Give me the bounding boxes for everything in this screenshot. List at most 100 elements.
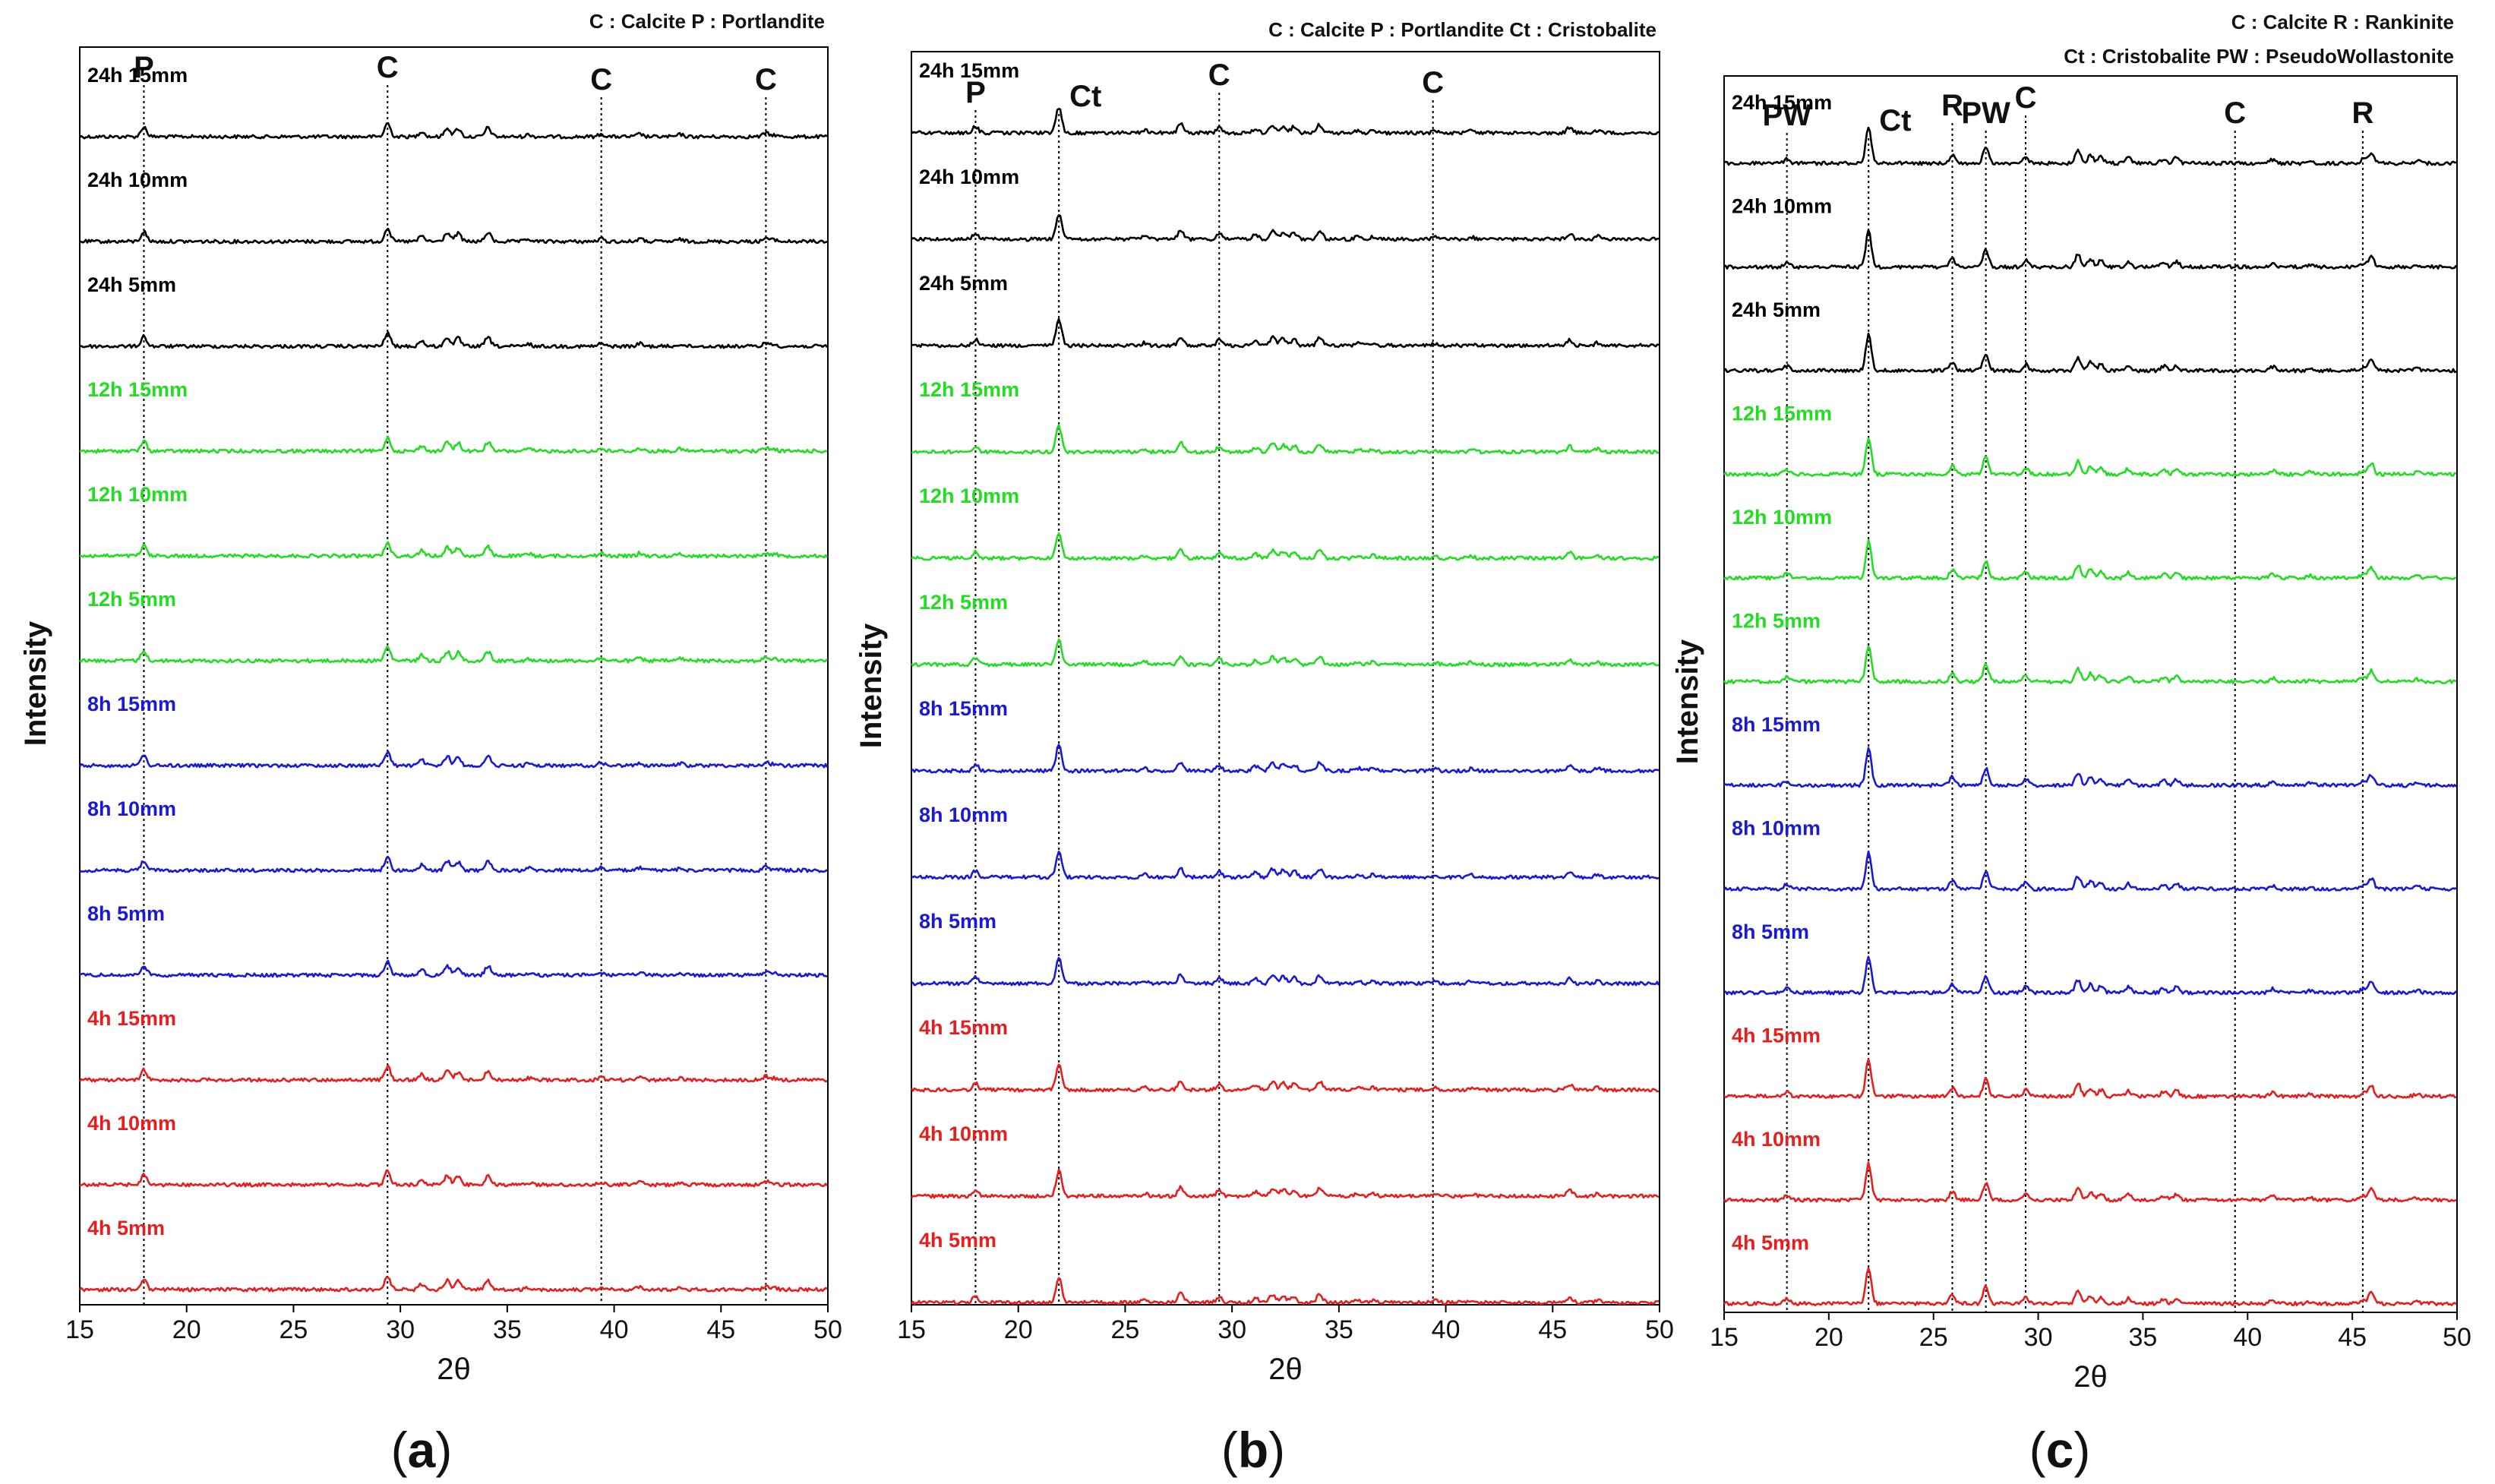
- xrd-pattern-line: [911, 108, 1660, 136]
- series-label: 8h 15mm: [87, 693, 176, 715]
- y-axis-label: Intensity: [1671, 639, 1704, 764]
- x-tick-label: 15: [897, 1315, 926, 1344]
- series-label: 12h 15mm: [919, 378, 1019, 401]
- plot-frame: [1723, 75, 2458, 1313]
- series-label: 24h 5mm: [87, 273, 176, 296]
- x-tick-label: 30: [2024, 1323, 2053, 1352]
- peak-label: C: [590, 63, 612, 96]
- xrd-pattern-line: [911, 638, 1660, 668]
- peak-label: PW: [1961, 96, 2010, 130]
- y-axis-label: Intensity: [19, 620, 52, 746]
- series-label: 12h 10mm: [1732, 506, 1832, 529]
- series-label: 4h 15mm: [87, 1007, 176, 1030]
- caption-close-paren: ): [2073, 1422, 2090, 1478]
- caption-open-paren: (: [2029, 1422, 2046, 1478]
- peak-label: C: [1422, 66, 1444, 99]
- xrd-pattern-line: [79, 1169, 829, 1188]
- peak-label: R: [2351, 96, 2373, 130]
- x-tick-label: 35: [2129, 1323, 2158, 1352]
- series-label: 4h 10mm: [919, 1122, 1008, 1145]
- x-tick-label: 50: [2443, 1323, 2471, 1352]
- series-label: 24h 5mm: [1732, 298, 1821, 321]
- xrd-pattern-line: [911, 744, 1660, 774]
- series-label: 24h 10mm: [1732, 195, 1832, 218]
- x-tick-label: 15: [65, 1315, 94, 1344]
- xrd-pattern-line: [78, 1276, 828, 1293]
- xrd-pattern-line: [79, 959, 828, 978]
- x-tick-label: 30: [386, 1315, 415, 1344]
- xrd-pattern-line: [1723, 646, 2457, 684]
- caption-close-paren: ): [1268, 1422, 1285, 1478]
- series-label: 8h 10mm: [919, 804, 1008, 826]
- xrd-pattern-line: [1723, 850, 2457, 892]
- peak-label: C: [755, 63, 777, 96]
- series-label: 8h 5mm: [1732, 920, 1809, 943]
- peak-label: P: [965, 76, 986, 109]
- panel-caption: (a): [391, 1422, 453, 1478]
- series-label: 12h 15mm: [87, 378, 188, 401]
- series-label: 12h 15mm: [1732, 403, 1832, 425]
- x-axis-label: 2θ: [437, 1353, 471, 1386]
- series-label: 8h 15mm: [919, 697, 1008, 720]
- panel-caption: (c): [2029, 1422, 2091, 1478]
- x-tick-label: 50: [1645, 1315, 1674, 1344]
- xrd-pattern-line: [911, 532, 1660, 561]
- xrd-pattern-line: [1723, 126, 2457, 166]
- peak-label: C: [1208, 58, 1230, 92]
- legend-text: C : Calcite R : Rankinite: [2231, 11, 2454, 33]
- peak-label: PW: [1762, 99, 1811, 132]
- x-tick-label: 45: [2338, 1323, 2367, 1352]
- panel-c: C : Calcite R : Rankinite Ct : Cristobali…: [1671, 11, 2471, 1478]
- peak-label: Ct: [1879, 104, 1911, 137]
- xrd-pattern-line: [911, 1168, 1660, 1199]
- x-tick-label: 35: [1325, 1315, 1353, 1344]
- xrd-pattern-line: [911, 424, 1660, 455]
- peak-label: C: [2224, 96, 2246, 130]
- x-tick-label: 30: [1217, 1315, 1246, 1344]
- series-label: 24h 10mm: [919, 166, 1019, 188]
- x-tick-label: 40: [1432, 1315, 1461, 1344]
- xrd-pattern-line: [78, 1064, 828, 1083]
- series-label: 24h 15mm: [1732, 91, 1832, 114]
- caption-letter: b: [1238, 1422, 1268, 1478]
- xrd-pattern-line: [911, 317, 1660, 349]
- caption-open-paren: (: [1221, 1422, 1238, 1478]
- series-label: 12h 10mm: [87, 483, 188, 506]
- series-label: 24h 15mm: [87, 64, 188, 87]
- x-tick-label: 40: [2233, 1323, 2262, 1352]
- caption-open-paren: (: [391, 1422, 408, 1478]
- series-label: 24h 5mm: [919, 272, 1008, 295]
- x-tick-label: 50: [813, 1315, 842, 1344]
- series-label: 12h 5mm: [919, 591, 1008, 614]
- xrd-pattern-line: [911, 957, 1660, 987]
- xrd-pattern-line: [79, 331, 829, 349]
- panel-a: C : Calcite P : Portlandite P C C C 24h 15mm 2…: [19, 10, 842, 1478]
- x-tick-label: 15: [1710, 1323, 1739, 1352]
- series-label: 4h 5mm: [919, 1229, 996, 1252]
- peak-label: C: [377, 51, 399, 84]
- xrd-pattern-line: [79, 435, 828, 454]
- x-tick-label: 20: [1004, 1315, 1033, 1344]
- x-tick-label: 25: [1919, 1323, 1948, 1352]
- xrd-pattern-line: [1723, 437, 2457, 477]
- x-tick-label: 35: [493, 1315, 522, 1344]
- panel-caption: (b): [1221, 1422, 1285, 1478]
- panel-b: C : Calcite P : Portlandite Ct : Cristob…: [854, 18, 1674, 1478]
- xrd-pattern-line: [1723, 229, 2458, 270]
- legend-text: C : Calcite P : Portlandite Ct : Cristob…: [1268, 18, 1656, 41]
- series-label: 4h 10mm: [1732, 1128, 1821, 1151]
- xrd-pattern-line: [911, 214, 1660, 242]
- xrd-pattern-line: [1723, 1161, 2457, 1203]
- series-label: 24h 10mm: [87, 169, 188, 191]
- xrd-pattern-line: [79, 646, 829, 664]
- xrd-pattern-line: [1723, 1267, 2457, 1306]
- caption-letter: c: [2046, 1422, 2074, 1478]
- caption-close-paren: ): [435, 1422, 452, 1478]
- plot-frame: [911, 51, 1660, 1306]
- series-label: 4h 10mm: [87, 1112, 176, 1135]
- peak-label: C: [2015, 81, 2037, 115]
- xrd-pattern-line: [78, 750, 829, 769]
- series-label: 8h 10mm: [1732, 817, 1821, 840]
- xrd-pattern-line: [910, 1063, 1660, 1093]
